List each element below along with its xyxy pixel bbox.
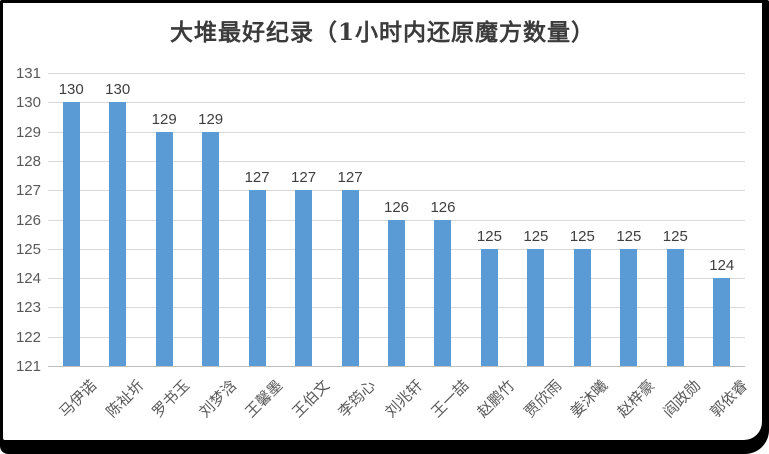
bar-value-label: 130 — [58, 81, 84, 99]
x-axis-category-label: 陈祉圻 — [102, 376, 147, 421]
bar — [341, 190, 359, 366]
bar — [295, 190, 313, 366]
y-axis-tick-label: 125 — [15, 240, 41, 258]
bar — [527, 248, 545, 366]
x-axis-category-label: 王馨墨 — [241, 376, 287, 421]
chart-title: 大堆最好纪录（1小时内还原魔方数量） — [169, 19, 595, 46]
bar — [155, 131, 173, 366]
bar — [202, 131, 220, 366]
bar — [248, 190, 266, 366]
y-axis-tick-label: 126 — [15, 211, 41, 229]
bar-value-label: 125 — [523, 227, 549, 245]
bar-value-label: 127 — [337, 169, 363, 187]
bar — [713, 278, 731, 366]
gridline — [48, 190, 745, 192]
gridline — [48, 102, 745, 104]
x-axis-category-label: 王伯文 — [288, 376, 333, 421]
bar-value-label: 124 — [709, 257, 735, 275]
x-axis-category-label: 李筠心 — [334, 376, 380, 421]
bar — [620, 248, 638, 366]
x-axis-category-label: 刘梦浛 — [195, 376, 240, 421]
bar-value-label: 125 — [616, 227, 642, 245]
y-axis-tick-label: 130 — [15, 94, 41, 112]
x-axis-category-label: 郭依睿 — [706, 376, 751, 421]
y-axis-tick-label: 128 — [15, 152, 41, 170]
bar-value-label: 130 — [105, 81, 131, 99]
bar — [434, 219, 452, 366]
y-axis-tick-label: 124 — [15, 270, 41, 288]
bar-value-label: 127 — [291, 169, 317, 187]
x-axis-category-label: 马伊诺 — [55, 376, 101, 421]
x-axis-category-label: 阎政勋 — [659, 376, 705, 421]
bar — [666, 248, 684, 366]
bar — [109, 102, 127, 366]
gridline — [48, 73, 745, 74]
y-axis-tick-label: 129 — [15, 123, 41, 141]
bar — [388, 219, 405, 366]
y-axis-tick-label: 123 — [15, 299, 41, 317]
x-axis-category-label: 罗书玉 — [148, 376, 194, 421]
bar — [62, 102, 80, 366]
gridline — [48, 160, 745, 162]
gridline — [48, 366, 745, 367]
bar-value-label: 125 — [569, 227, 595, 245]
x-axis-category-label: 姜沐曦 — [566, 376, 612, 421]
bar-value-label: 125 — [476, 227, 502, 245]
x-axis-category-label: 刘兆轩 — [381, 376, 426, 421]
bar-value-label: 125 — [662, 227, 688, 245]
bar — [480, 248, 498, 366]
x-axis-category-label: 赵鹏竹 — [474, 376, 519, 421]
bar — [573, 248, 591, 366]
chart-background: 大堆最好纪录（1小时内还原魔方数量） 121 122 123 124 125 126 127… — [3, 3, 762, 440]
y-axis-tick-label: 127 — [15, 182, 41, 200]
bar-value-label: 126 — [383, 198, 410, 216]
x-axis-category-label: 贾欣雨 — [520, 376, 566, 421]
bar-value-label: 129 — [151, 110, 177, 128]
bar-value-label: 126 — [430, 198, 456, 216]
x-axis-category-label: 赵梓豪 — [613, 376, 658, 421]
x-axis-category-label: 王一喆 — [427, 376, 473, 421]
gridline — [48, 131, 745, 133]
y-axis-tick-label: 131 — [15, 65, 41, 82]
y-axis-tick-label: 121 — [15, 358, 41, 375]
plot-area: 121 122 123 124 125 126 127 128 129 130 131 130 马伊诺 1… — [3, 3, 762, 440]
y-axis-tick-label: 122 — [15, 328, 41, 346]
bar-value-label: 129 — [198, 110, 224, 128]
bar-value-label: 127 — [244, 169, 270, 187]
